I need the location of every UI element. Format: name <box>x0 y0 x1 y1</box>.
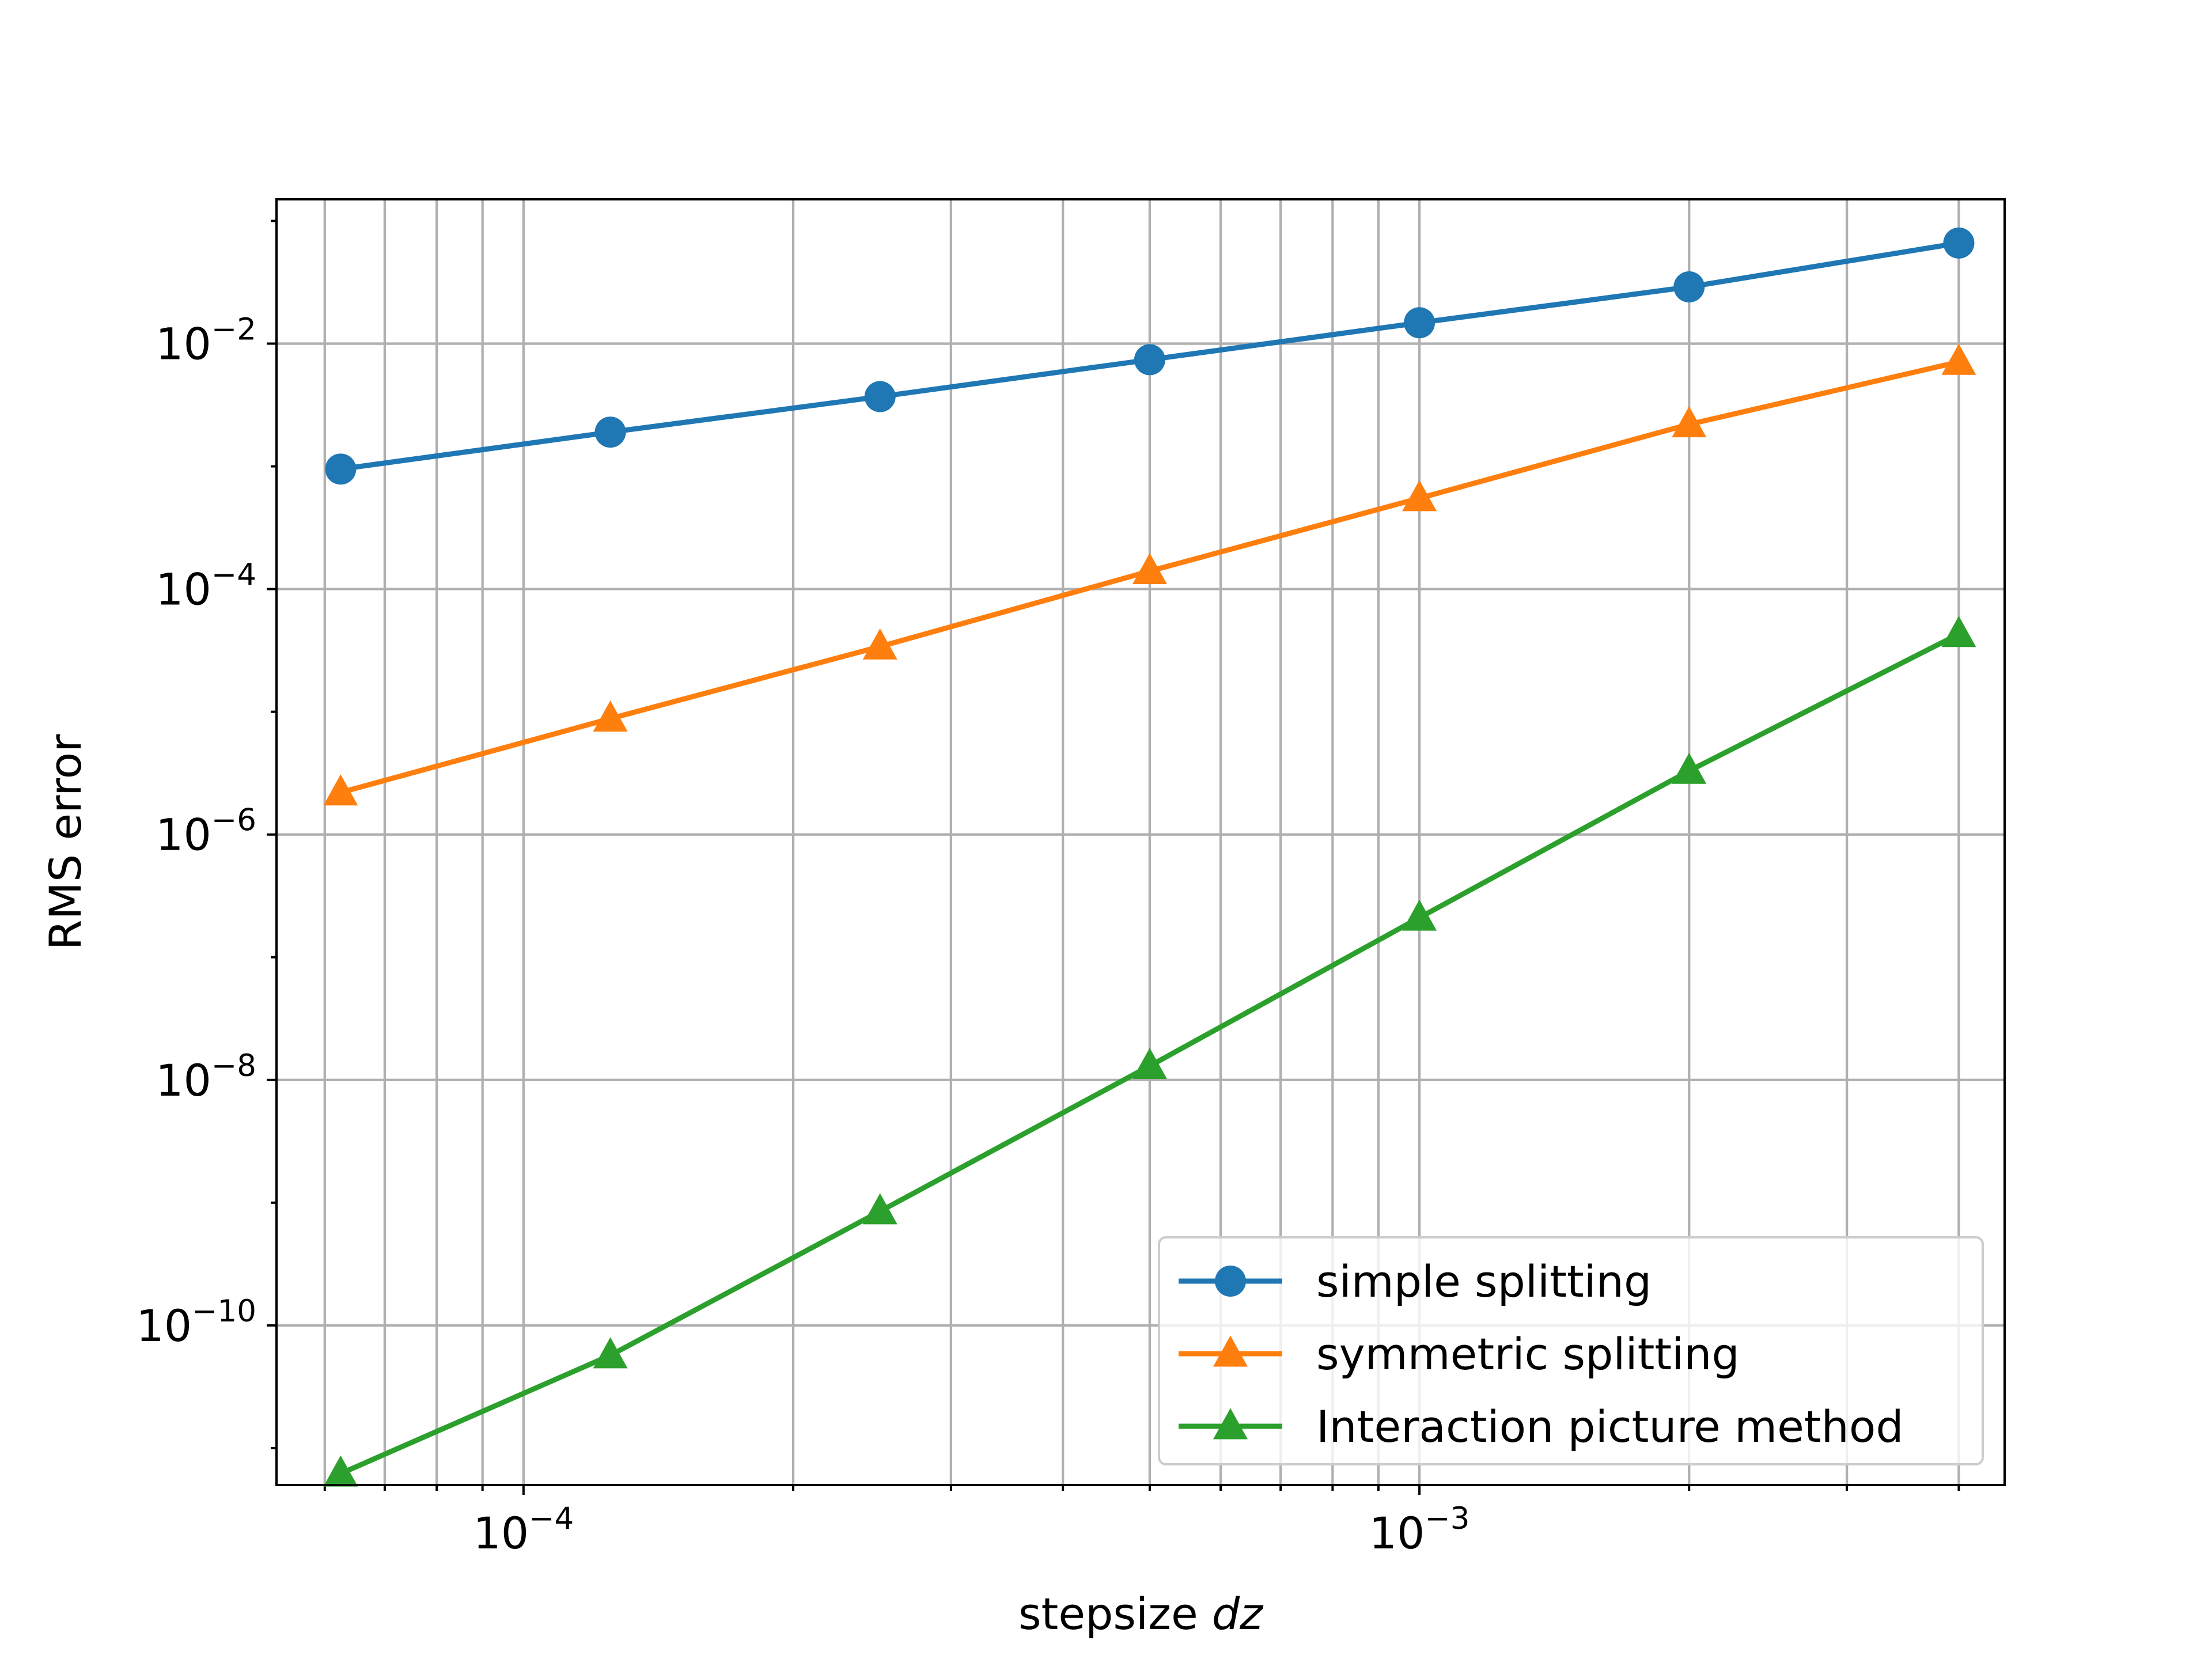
x-axis-label-text: stepsize <box>1018 1588 1198 1639</box>
data-point <box>862 628 897 660</box>
x-axis-label-variable: dz <box>1212 1588 1264 1639</box>
legend-entry: simple splitting <box>1179 1256 1652 1307</box>
y-tick-label: 10−8 <box>156 1048 256 1106</box>
legend-items: simple splitting symmetric splitting Inter… <box>1179 1256 1904 1452</box>
data-point <box>323 774 358 806</box>
data-point <box>1673 271 1705 303</box>
y-tick-label: 10−4 <box>156 558 256 615</box>
data-point <box>323 1455 358 1487</box>
ticks-layer: 10−2 10−4 10−6 10−8 10−10 10−4 10−3 <box>136 219 1960 1559</box>
data-point <box>1943 227 1975 259</box>
y-tick-label: 10−6 <box>156 803 256 861</box>
legend-swatch-marker <box>1215 1266 1246 1297</box>
x-axis-label: stepsize dz <box>1018 1588 1264 1639</box>
legend-swatch-marker <box>1213 1335 1248 1367</box>
data-point <box>864 381 896 412</box>
legend-entry: Interaction picture method <box>1179 1401 1904 1452</box>
x-tick-label: 10−4 <box>473 1501 574 1559</box>
data-point <box>862 1193 897 1225</box>
data-point <box>1941 616 1976 647</box>
data-point <box>1132 1047 1167 1079</box>
series-3 <box>323 616 1976 1487</box>
y-tick-label: 10−2 <box>156 312 256 370</box>
data-point <box>593 700 628 732</box>
data-point <box>1404 307 1435 339</box>
legend-label: simple splitting <box>1316 1256 1652 1307</box>
data-point <box>1941 343 1976 375</box>
data-point <box>594 416 626 448</box>
data-point <box>1402 480 1437 512</box>
series-1 <box>325 227 1975 485</box>
legend: simple splitting symmetric splitting Inter… <box>1158 1236 1984 1465</box>
data-point <box>1402 899 1437 931</box>
data-point <box>1132 552 1167 584</box>
plot-frame <box>275 198 2006 1486</box>
data-point <box>325 453 357 485</box>
series-2 <box>323 343 1976 806</box>
data-point <box>1672 752 1707 784</box>
data-point <box>593 1337 628 1369</box>
legend-label: symmetric splitting <box>1316 1328 1740 1380</box>
legend-box <box>1158 1236 1984 1465</box>
legend-swatch-marker <box>1213 1408 1248 1440</box>
x-tick-label: 10−3 <box>1369 1501 1470 1559</box>
legend-label: Interaction picture method <box>1316 1401 1904 1452</box>
y-tick-label: 10−10 <box>136 1294 256 1351</box>
data-point <box>1134 344 1165 376</box>
series-layer <box>323 227 1976 1487</box>
legend-entry: symmetric splitting <box>1179 1328 1740 1380</box>
y-axis-label: RMS error <box>40 734 91 950</box>
data-point <box>1672 406 1707 438</box>
